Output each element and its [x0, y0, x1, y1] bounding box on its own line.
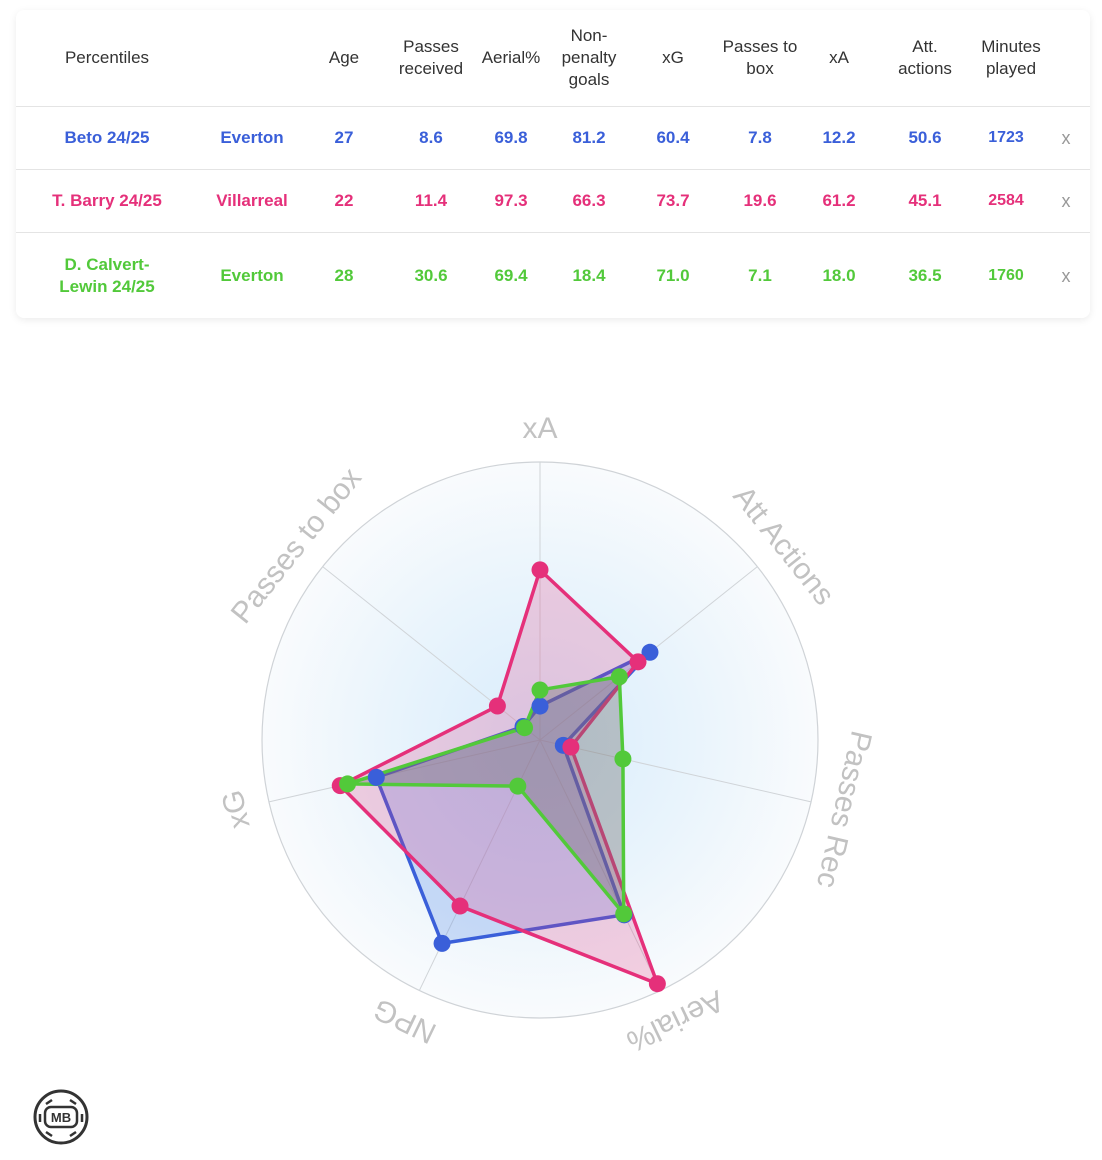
radar-spoke	[268, 739, 541, 803]
radar-data-point[interactable]	[516, 719, 534, 737]
age-value: 22	[334, 191, 354, 210]
npg-value: 81.2	[572, 128, 606, 147]
logo-text: MB	[51, 1110, 71, 1125]
npg-value: 66.3	[572, 191, 606, 210]
player-name[interactable]: Beto 24/25	[64, 128, 150, 147]
header-aerial[interactable]: Aerial%	[481, 48, 541, 67]
team-name: Everton	[220, 128, 284, 147]
aerial-value: 97.3	[494, 191, 528, 210]
player-name[interactable]: D. Calvert-Lewin 24/25	[59, 254, 155, 296]
header-xa[interactable]: xA	[829, 48, 849, 67]
team-name-text: Villarreal	[216, 191, 288, 210]
player-name[interactable]: T. Barry 24/25	[52, 191, 162, 210]
radar-data-point[interactable]	[531, 681, 549, 699]
football-logo-icon: MB	[33, 1089, 89, 1145]
table-row: T. Barry 24/25 Villarreal 22 11.4 97.3 6…	[16, 170, 1090, 233]
xa-value: 61.2	[822, 191, 856, 210]
age-value: 27	[334, 128, 354, 147]
team-name: Everton	[220, 265, 284, 285]
minutes-value: 1760	[988, 266, 1024, 284]
team-name: Villarreal	[210, 170, 294, 232]
passes-to-box-value: 7.8	[748, 128, 772, 147]
radar-data-point[interactable]	[641, 643, 659, 661]
radar-data-point[interactable]	[648, 975, 666, 993]
radar-data-point[interactable]	[614, 750, 632, 768]
xg-value: 60.4	[656, 128, 690, 147]
radar-data-point[interactable]	[610, 668, 628, 686]
radar-data-point[interactable]	[615, 905, 633, 923]
att-actions-value: 50.6	[908, 128, 942, 147]
radar-data-point[interactable]	[531, 561, 549, 579]
header-passes-received[interactable]: Passes received	[398, 37, 464, 78]
aerial-value: 69.4	[494, 265, 528, 285]
radar-data-point[interactable]	[562, 738, 580, 756]
radar-spoke	[539, 739, 812, 803]
radar-axis-label: xA	[522, 412, 557, 445]
header-percentiles[interactable]: Percentiles	[64, 48, 150, 67]
radar-data-point[interactable]	[488, 697, 506, 715]
minutes-value: 1723	[988, 129, 1024, 146]
header-npg[interactable]: Non-penalty goals	[561, 26, 617, 89]
remove-row-button[interactable]: x	[1061, 128, 1071, 148]
header-passes-to-box[interactable]: Passes to box	[722, 37, 798, 78]
radar-data-point[interactable]	[339, 775, 357, 793]
header-xg[interactable]: xG	[662, 48, 684, 67]
passes-to-box-value: 19.6	[743, 191, 777, 210]
remove-row-button[interactable]: x	[1061, 265, 1071, 286]
header-att-actions[interactable]: Att. actions	[898, 37, 952, 78]
radar-data-point[interactable]	[451, 897, 469, 915]
radar-axis-label: xG	[216, 787, 257, 832]
radar-data-point[interactable]	[531, 697, 549, 715]
table-row: D. Calvert-Lewin 24/25 Everton 28 30.6 6…	[16, 233, 1090, 318]
header-minutes[interactable]: Minutes played	[981, 37, 1041, 78]
radar-axis-label: Passes Rec	[810, 728, 878, 891]
xa-value: 18.0	[822, 265, 856, 285]
att-actions-value: 45.1	[908, 191, 942, 210]
xg-value: 71.0	[656, 265, 690, 285]
percentiles-table: Percentiles Age Passes received Aerial% …	[16, 10, 1090, 318]
xa-value: 12.2	[822, 128, 856, 147]
minutes-value: 2584	[988, 192, 1024, 209]
remove-row-button[interactable]: x	[1061, 191, 1071, 211]
radar-series-layer	[331, 561, 666, 993]
age-value: 28	[334, 265, 354, 285]
npg-value: 18.4	[572, 265, 606, 285]
radar-data-point[interactable]	[629, 653, 647, 671]
passes-to-box-value: 7.1	[748, 265, 772, 285]
passes-received-value: 8.6	[419, 128, 443, 147]
aerial-value: 69.8	[494, 128, 528, 147]
table-row: Beto 24/25 Everton 27 8.6 69.8 81.2 60.4…	[16, 107, 1090, 170]
xg-value: 73.7	[656, 191, 690, 210]
radar-axis-label: NPG	[368, 992, 441, 1050]
passes-received-value: 11.4	[414, 191, 448, 210]
passes-received-value: 30.6	[414, 265, 448, 285]
att-actions-value: 36.5	[908, 265, 942, 285]
radar-series-area	[345, 674, 626, 916]
header-age[interactable]: Age	[328, 48, 360, 67]
radar-data-point[interactable]	[433, 934, 451, 952]
radar-spoke	[539, 739, 662, 991]
radar-data-point[interactable]	[367, 768, 385, 786]
radar-data-point[interactable]	[509, 777, 527, 795]
table-header-row: Percentiles Age Passes received Aerial% …	[16, 10, 1090, 107]
